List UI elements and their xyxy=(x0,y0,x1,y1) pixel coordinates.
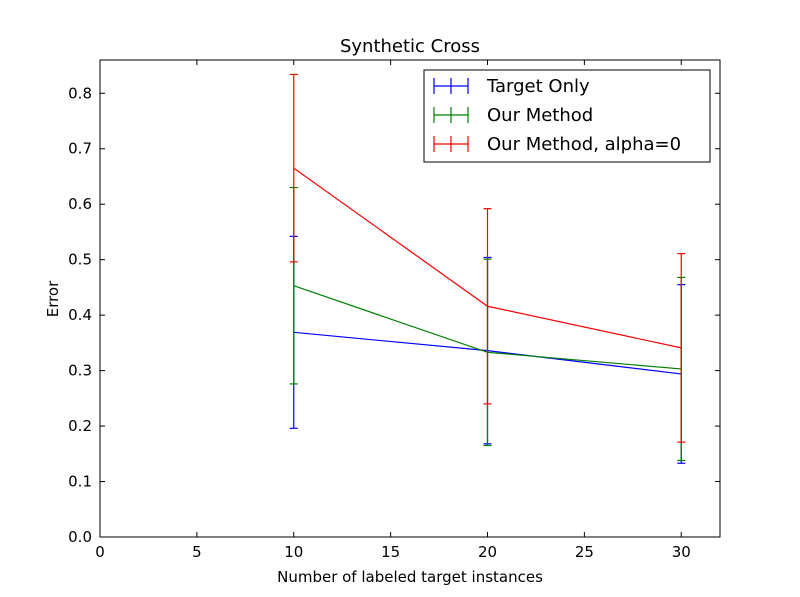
y-tick-label: 0.7 xyxy=(68,140,92,158)
y-tick-label: 0.1 xyxy=(68,473,92,491)
legend-entry: Target Only xyxy=(433,76,590,97)
legend-label: Our Method xyxy=(487,105,593,126)
legend-frame xyxy=(423,69,711,163)
y-tick-label: 0.4 xyxy=(68,306,92,324)
x-tick-label: 15 xyxy=(381,543,400,561)
x-tick-label: 25 xyxy=(575,543,594,561)
chart-title: Synthetic Cross xyxy=(340,36,480,57)
y-tick-label: 0.2 xyxy=(68,417,92,435)
x-tick-label: 10 xyxy=(284,543,303,561)
x-tick-label: 0 xyxy=(95,543,105,561)
x-tick-label: 20 xyxy=(478,543,497,561)
y-tick-label: 0.6 xyxy=(68,195,92,213)
legend: Target Only Our Method Our Method, alpha=0 xyxy=(423,69,711,163)
series-layer xyxy=(289,73,686,464)
legend-label: Our Method, alpha=0 xyxy=(487,134,681,155)
y-axis-label: Error xyxy=(44,280,62,317)
y-tick-label: 0.8 xyxy=(68,84,92,102)
y-tick-label: 0.3 xyxy=(68,362,92,380)
legend-label: Target Only xyxy=(486,76,590,97)
x-axis-ticks: 0 5 10 15 20 25 30 xyxy=(95,60,691,561)
plot-frame xyxy=(99,59,721,538)
x-tick-label: 5 xyxy=(192,543,202,561)
y-tick-label: 0.5 xyxy=(68,251,92,269)
y-axis-ticks: 0.0 0.1 0.2 0.3 0.4 0.5 0.6 0.7 0.8 xyxy=(68,84,720,546)
x-axis-label: Number of labeled target instances xyxy=(277,568,543,586)
legend-entry: Our Method, alpha=0 xyxy=(433,134,681,155)
series-3 xyxy=(289,73,686,443)
legend-entry: Our Method xyxy=(433,105,593,126)
y-tick-label: 0.0 xyxy=(68,528,92,546)
x-tick-label: 30 xyxy=(672,543,691,561)
